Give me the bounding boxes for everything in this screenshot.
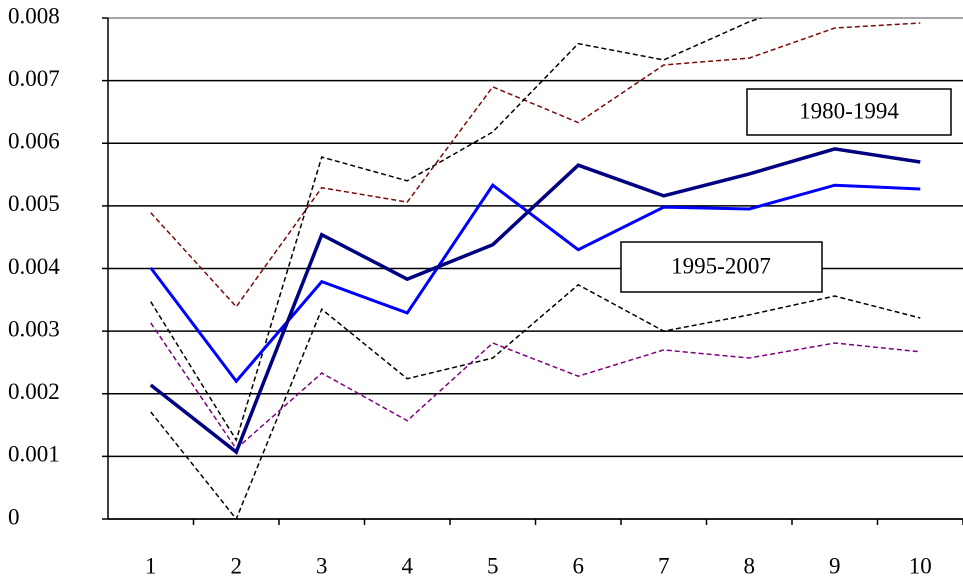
x-tick-label: 9 [829, 553, 841, 578]
series-line [149, 147, 921, 455]
y-tick-label: 0 [8, 504, 20, 529]
x-tick-label: 3 [316, 553, 328, 578]
series-line [150, 22, 921, 308]
annotation: 1995-2007 [671, 253, 771, 278]
axes: 0 0.001 0.002 0.003 0.004 0.005 0.006 0.007 0.00… [8, 3, 963, 578]
series-line [149, 183, 921, 384]
series-line [150, 283, 921, 519]
annotation-box [746, 88, 952, 136]
y-tick-label: 0.006 [8, 129, 60, 154]
x-tick-label: 2 [231, 553, 243, 578]
y-tick-label: 0.004 [8, 254, 60, 279]
x-tick-label: 5 [487, 553, 499, 578]
y-tick-label: 0.005 [8, 191, 60, 216]
x-tick-label: 1 [145, 553, 157, 578]
x-tick-label: 6 [573, 553, 585, 578]
y-tick-label: 0.003 [8, 316, 60, 341]
x-tick-label: 10 [909, 553, 932, 578]
series-line [150, 18, 763, 442]
x-tick-label: 8 [744, 553, 756, 578]
y-tick-label: 0.008 [8, 3, 60, 28]
y-tick-label: 0.001 [8, 442, 60, 467]
annotation: 1980-1994 [799, 98, 899, 123]
y-tick-label: 0.007 [8, 66, 60, 91]
x-tick-label: 4 [402, 553, 414, 578]
series-line [150, 322, 921, 450]
plot-area [149, 18, 921, 519]
x-tick-label: 7 [658, 553, 670, 578]
y-tick-label: 0.002 [8, 379, 60, 404]
annotation-box [620, 241, 823, 293]
